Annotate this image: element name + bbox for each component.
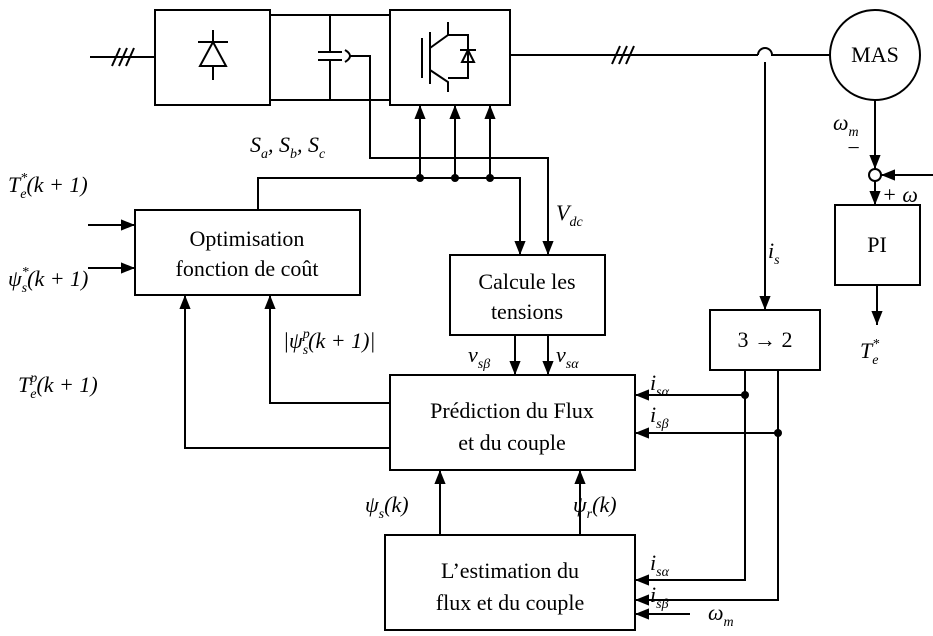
signal-part: T: [18, 372, 32, 397]
signal-part: (k): [384, 492, 408, 517]
signal-label: |ψp s(k + 1)|: [283, 327, 375, 358]
block-label: PI: [867, 232, 887, 257]
signal-part: s: [22, 281, 28, 296]
signal-part: , S: [268, 132, 290, 157]
signal-part: m: [849, 125, 859, 140]
signal-label: Vdc: [556, 200, 583, 230]
signal-label: Sa, Sb, Sc: [250, 132, 326, 162]
signal-part: sα: [656, 565, 669, 580]
signal-part: + ω: [882, 182, 918, 207]
signal-part: p: [29, 371, 37, 386]
signal-part: sα: [566, 357, 579, 372]
signal-part: (k + 1)|: [308, 328, 375, 353]
signal-label: isα: [650, 370, 670, 400]
signal-part: e: [20, 187, 26, 202]
block-label: Prédiction du Flux: [430, 398, 594, 423]
signal-part: T: [860, 338, 874, 363]
wiring: [88, 9, 933, 631]
signal-label: ωm: [708, 600, 734, 630]
signal-part: e: [30, 387, 36, 402]
signal-part: p: [302, 327, 310, 342]
block-label: fonction de coût: [176, 256, 319, 281]
signal-part: s: [303, 343, 309, 358]
signal-label: ψs(k): [365, 492, 409, 522]
signal-part: e: [872, 353, 878, 368]
signal-label: ψ* s(k + 1): [8, 265, 88, 296]
signal-label: −: [846, 135, 861, 160]
signal-part: sβ: [656, 597, 668, 612]
signal-part: s: [379, 507, 385, 522]
block-label: L’estimation du: [441, 558, 579, 583]
signal-part: ψ: [8, 266, 22, 291]
signal-part: ψ: [573, 492, 587, 517]
signal-part: (k): [592, 492, 616, 517]
signal-part: b: [290, 147, 297, 162]
signal-part: sβ: [656, 417, 668, 432]
signal-part: S: [250, 132, 261, 157]
signal-part: i: [650, 370, 656, 395]
block-label: tensions: [491, 299, 563, 324]
signal-part: c: [319, 147, 326, 162]
signal-label: ωm: [833, 110, 859, 140]
signal-part: *: [22, 265, 29, 280]
signal-part: m: [724, 615, 734, 630]
signal-label: isα: [650, 550, 670, 580]
signal-label: vsβ: [468, 342, 490, 372]
signal-part: ω: [708, 600, 724, 625]
signal-part: i: [650, 402, 656, 427]
signal-label: is: [768, 238, 780, 268]
signal-part: (k + 1): [36, 372, 97, 397]
block-label: Calcule les: [478, 269, 575, 294]
signal-part: r: [587, 507, 593, 522]
signal-label: + ω: [882, 182, 918, 207]
signal-label: ψr(k): [573, 492, 617, 522]
signal-part: |ψ: [283, 328, 303, 353]
signal-part: *: [872, 337, 879, 352]
signal-part: , S: [297, 132, 319, 157]
signal-label: T* e(k + 1): [8, 171, 88, 202]
signal-label: vsα: [556, 342, 579, 372]
signal-part: V: [556, 200, 572, 225]
signal-part: a: [261, 147, 268, 162]
block-label: et du couple: [458, 430, 566, 455]
signal-part: i: [650, 582, 656, 607]
signal-part: *: [20, 171, 27, 186]
signal-label: Tp e(k + 1): [18, 371, 98, 402]
signal-part: (k + 1): [27, 266, 88, 291]
signal-part: dc: [569, 215, 583, 230]
signal-part: v: [556, 342, 566, 367]
block-label: Optimisation: [190, 226, 305, 251]
signal-part: sα: [656, 385, 669, 400]
block-label: 3 → 2: [738, 327, 793, 352]
signal-part: s: [774, 253, 780, 268]
signal-part: (k + 1): [26, 172, 87, 197]
signal-label: T* e: [860, 337, 879, 368]
signal-label: isβ: [650, 402, 669, 432]
signal-part: −: [846, 135, 861, 160]
signal-part: sβ: [478, 357, 490, 372]
signal-label: isβ: [650, 582, 669, 612]
signal-part: T: [8, 172, 22, 197]
signal-part: ψ: [365, 492, 379, 517]
block-label: MAS: [851, 42, 899, 67]
signal-part: v: [468, 342, 478, 367]
signal-part: i: [650, 550, 656, 575]
block-label: flux et du couple: [436, 590, 584, 615]
signal-part: i: [768, 238, 774, 263]
signal-part: ω: [833, 110, 849, 135]
